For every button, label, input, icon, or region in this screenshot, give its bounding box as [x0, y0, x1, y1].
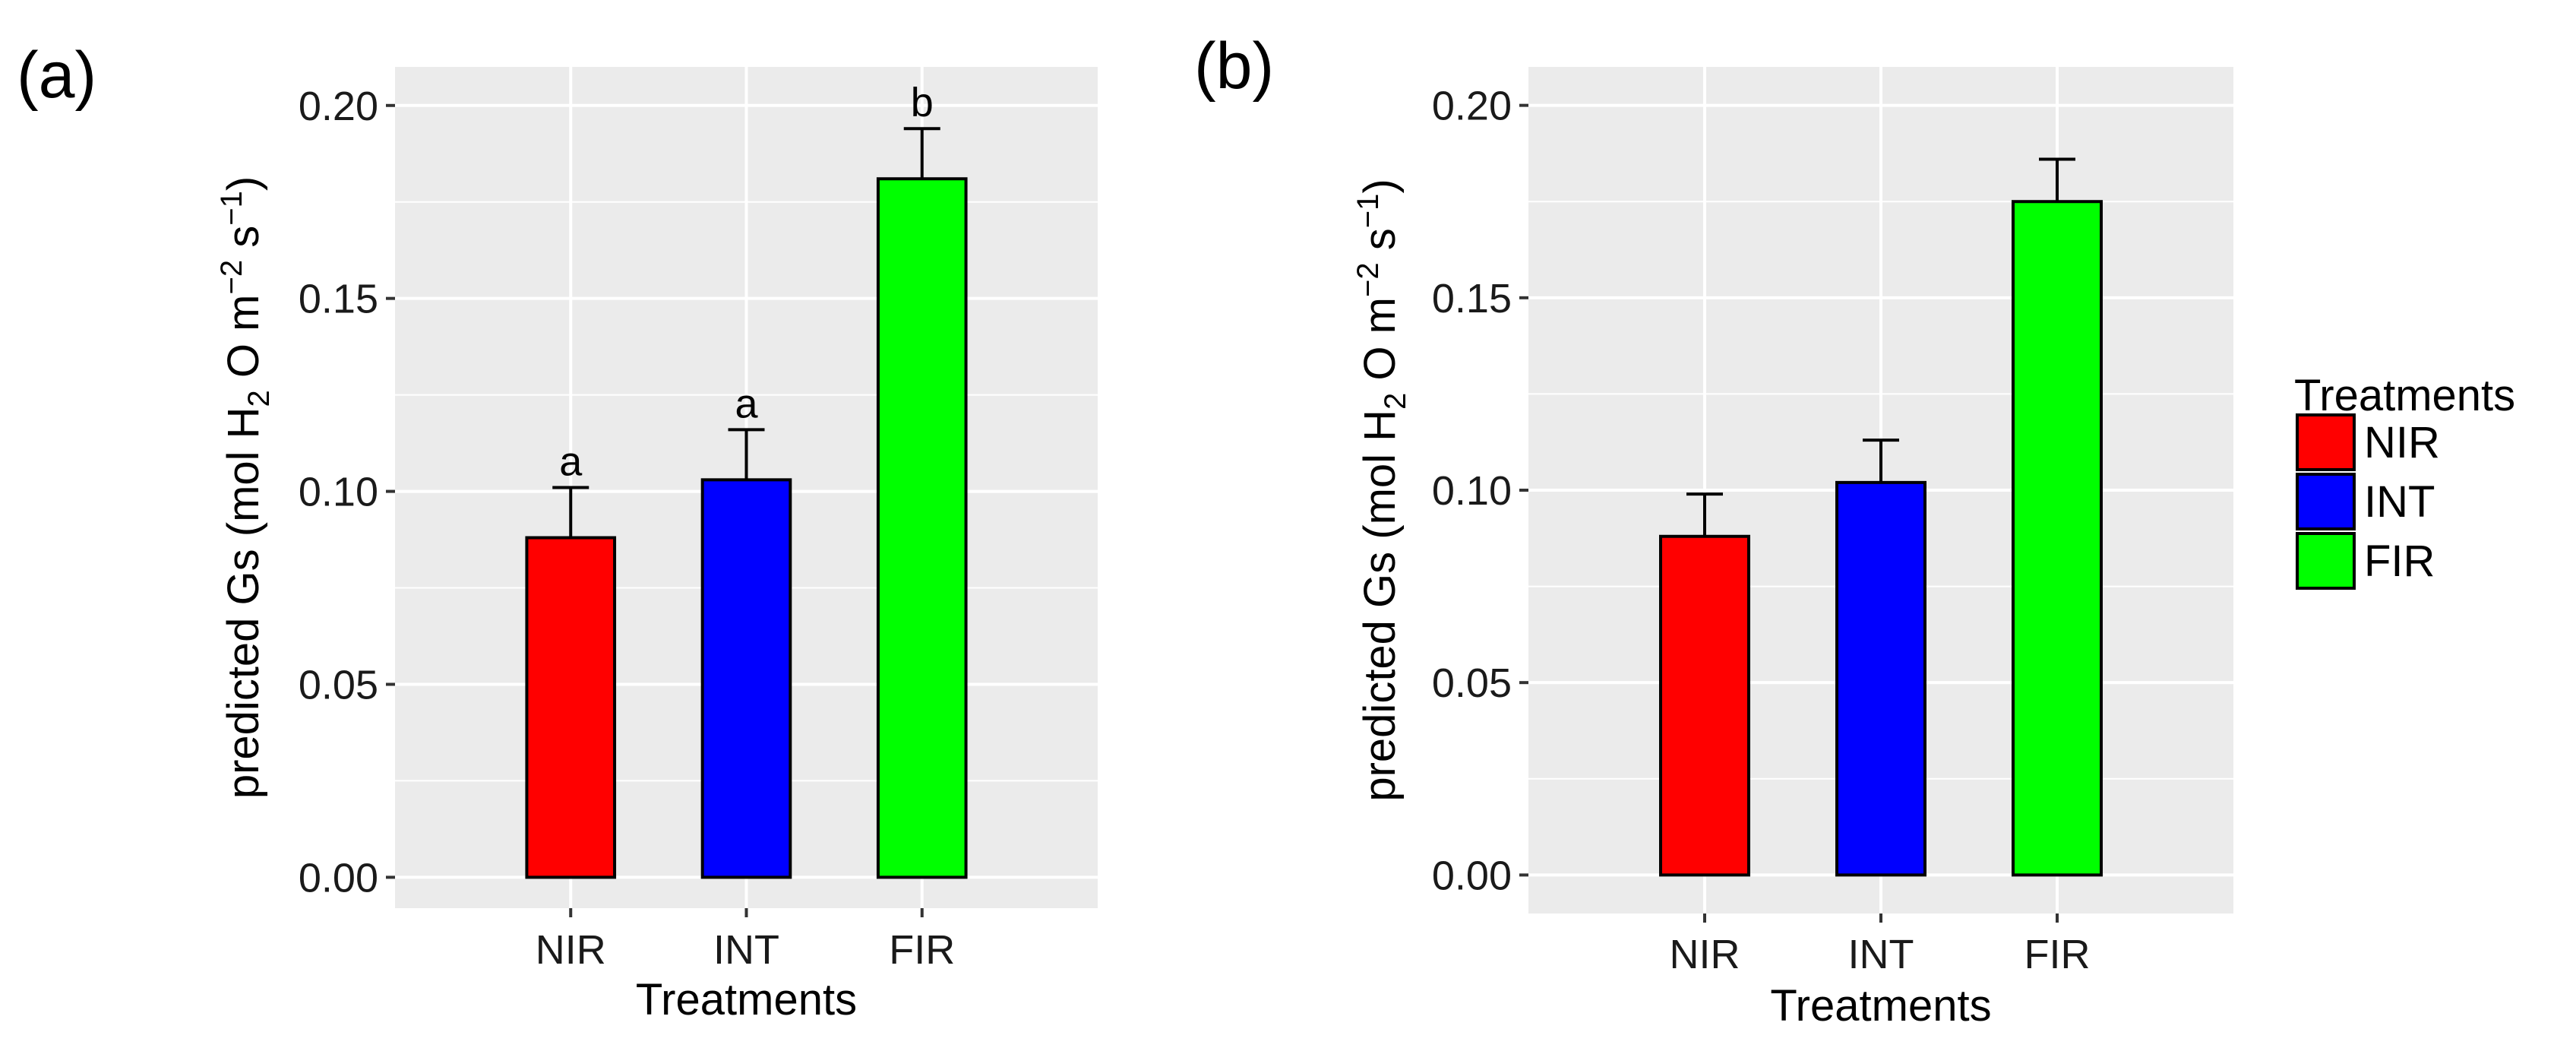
- y-axis-title: predicted Gs (mol H2 O m−2 s−1): [215, 176, 276, 799]
- panel-label: (a): [17, 39, 96, 112]
- y-axis-title: predicted Gs (mol H2 O m−2 s−1): [1351, 179, 1412, 801]
- x-tick-label-int: INT: [713, 927, 779, 973]
- bar-nir: [1659, 534, 1750, 877]
- legend-label-nir: NIR: [2364, 418, 2440, 467]
- y-tick-label: 0.10: [1432, 468, 1512, 514]
- y-tick-label: 0.05: [1432, 660, 1512, 706]
- y-tick-label: 0.15: [1432, 276, 1512, 321]
- legend-label-int: INT: [2364, 477, 2435, 527]
- y-tick-label: 0.20: [299, 84, 378, 129]
- legend-key-int: [2296, 473, 2356, 530]
- legend-title: Treatments: [2294, 371, 2515, 420]
- bar-int: [700, 478, 792, 879]
- panel-label: (b): [1194, 30, 1274, 103]
- x-tick-label-fir: FIR: [2024, 932, 2091, 977]
- bar-int: [1835, 480, 1926, 877]
- bar-fir: [876, 177, 968, 879]
- x-tick-label-fir: FIR: [889, 927, 955, 973]
- y-tick-label: 0.20: [1432, 84, 1512, 129]
- bar-fir: [2012, 200, 2103, 877]
- legend-label-fir: FIR: [2364, 537, 2435, 586]
- x-axis-title: Treatments: [1770, 981, 1991, 1031]
- bar-nir: [525, 536, 617, 879]
- y-tick-label: 0.00: [299, 855, 378, 901]
- y-tick-label: 0.10: [299, 470, 378, 515]
- significance-label-fir: b: [911, 80, 934, 125]
- legend-key-fir: [2296, 532, 2356, 590]
- y-tick-label: 0.05: [299, 662, 378, 708]
- x-axis-title: Treatments: [636, 975, 857, 1024]
- x-tick-label-int: INT: [1848, 932, 1914, 977]
- significance-label-int: a: [735, 381, 758, 426]
- x-tick-label-nir: NIR: [1670, 932, 1740, 977]
- significance-label-nir: a: [559, 439, 583, 485]
- legend-key-nir: [2296, 413, 2356, 471]
- panel-b: 0.00 0.05 0.10 0.15 0.20 NIR INT FIR Treatments p…: [1194, 30, 2233, 1031]
- y-tick-label: 0.15: [299, 277, 378, 322]
- panel-a: a a b 0.00 0.05 0.10 0.15 0.20 NIR INT FIR Treatmen…: [17, 39, 1098, 1024]
- y-tick-label: 0.00: [1432, 853, 1512, 898]
- x-tick-label-nir: NIR: [536, 927, 606, 973]
